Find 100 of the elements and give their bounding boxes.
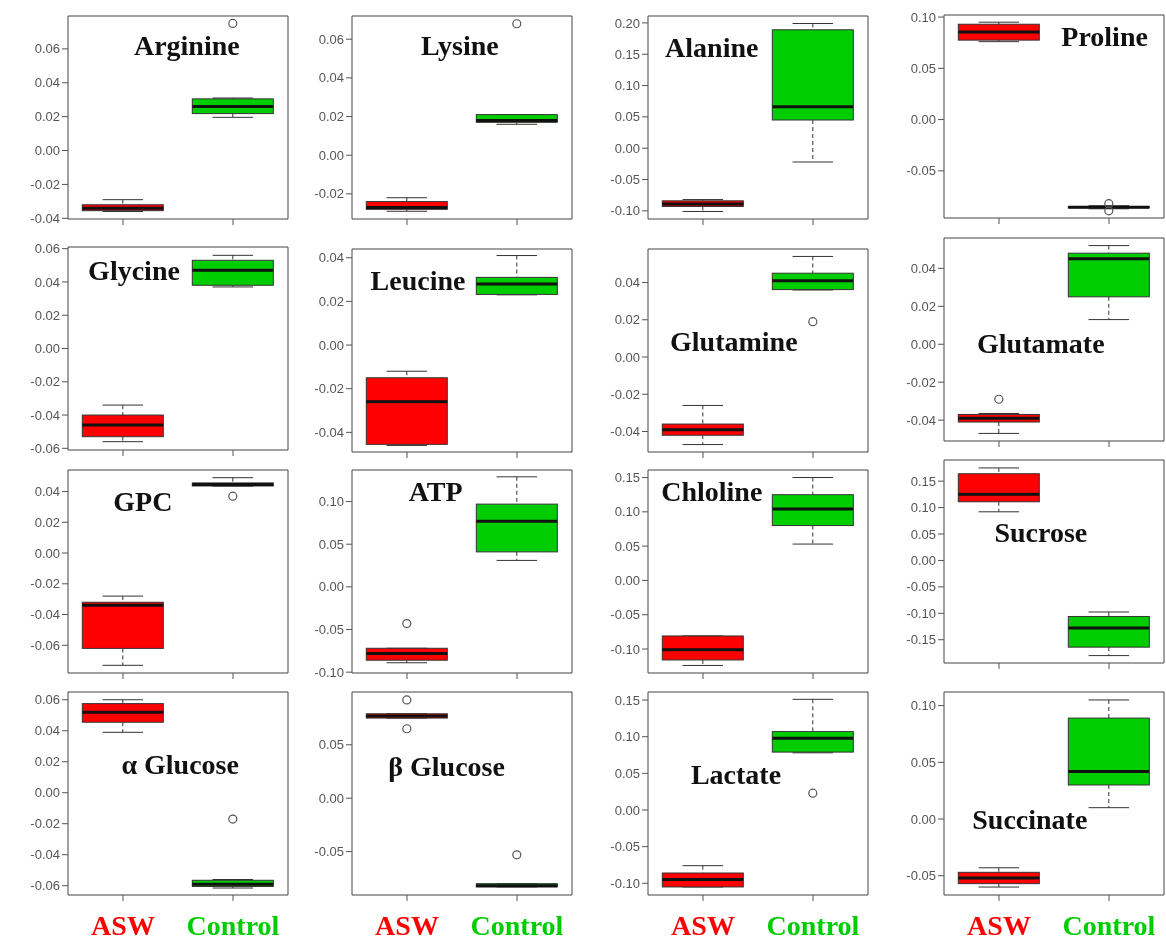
y-tick-label: 0.00 xyxy=(614,349,640,365)
y-tick-label: 0.15 xyxy=(910,473,936,489)
y-tick-label: 0.04 xyxy=(318,70,344,86)
y-tick-label: 0.00 xyxy=(910,811,936,827)
text: Arginine xyxy=(133,30,240,62)
y-tick-label: -0.05 xyxy=(314,844,344,860)
y-tick-label: 0.00 xyxy=(910,553,936,569)
y-tick-label: 0.02 xyxy=(318,109,344,125)
y-tick-label: 0.10 xyxy=(614,729,640,745)
y-tick-label: 0.02 xyxy=(910,298,936,314)
text: Sucrose xyxy=(994,517,1088,549)
y-tick-label: -0.04 xyxy=(314,424,344,440)
y-tick-label: -0.05 xyxy=(906,579,936,595)
text: Lysine xyxy=(420,30,499,62)
y-tick-label: 0.05 xyxy=(318,737,344,753)
x-tick-label: ASW xyxy=(671,910,735,941)
y-tick-label: 0.00 xyxy=(614,140,640,156)
y-tick-label: 0.00 xyxy=(910,336,936,352)
y-tick-label: 0.06 xyxy=(34,41,60,57)
text: Leucine xyxy=(370,265,466,297)
y-tick-label: 0.00 xyxy=(34,545,60,561)
y-tick-label: -0.05 xyxy=(610,839,640,855)
text: Alanine xyxy=(665,32,759,64)
y-tick-label: -0.10 xyxy=(314,664,344,680)
chart-title: Chloline xyxy=(661,476,763,508)
y-tick-label: -0.06 xyxy=(30,440,60,456)
y-tick-label: 0.10 xyxy=(614,78,640,94)
y-tick-label: 0.15 xyxy=(614,46,640,62)
y-tick-label: 0.00 xyxy=(614,573,640,589)
y-tick-label: 0.06 xyxy=(318,31,344,47)
y-tick-label: 0.05 xyxy=(614,538,640,554)
y-tick-label: 0.20 xyxy=(614,15,640,31)
y-tick-label: -0.02 xyxy=(30,177,60,193)
y-tick-label: 0.02 xyxy=(34,109,60,125)
y-tick-label: 0.02 xyxy=(34,307,60,323)
y-tick-label: -0.04 xyxy=(30,407,60,423)
y-tick-label: -0.02 xyxy=(906,374,936,390)
y-tick-label: 0.10 xyxy=(614,504,640,520)
y-tick-label: 0.10 xyxy=(318,494,344,510)
y-tick-label: -0.10 xyxy=(610,203,640,219)
y-tick-label: 0.05 xyxy=(910,60,936,76)
y-tick-label: 0.05 xyxy=(910,526,936,542)
y-tick-label: -0.05 xyxy=(314,622,344,638)
y-tick-label: 0.00 xyxy=(318,790,344,806)
y-tick-label: -0.02 xyxy=(30,816,60,832)
y-tick-label: -0.05 xyxy=(610,607,640,623)
x-tick-label: ASW xyxy=(91,910,155,941)
y-tick-label: 0.00 xyxy=(910,112,936,128)
y-tick-label: -0.02 xyxy=(30,576,60,592)
x-tick-label: Control xyxy=(186,910,280,941)
y-tick-label: 0.04 xyxy=(910,260,936,276)
y-tick-label: 0.04 xyxy=(34,484,60,500)
text: β Glucose xyxy=(388,751,505,783)
y-tick-label: -0.02 xyxy=(30,374,60,390)
y-tick-label: -0.05 xyxy=(610,172,640,188)
x-tick-label: Control xyxy=(766,910,860,941)
y-tick-label: 0.06 xyxy=(34,241,60,257)
y-tick-label: 0.05 xyxy=(614,109,640,125)
x-tick-label: ASW xyxy=(375,910,439,941)
y-tick-label: 0.05 xyxy=(318,536,344,552)
y-tick-label: 0.04 xyxy=(34,723,60,739)
y-tick-label: 0.04 xyxy=(318,250,344,266)
chart-title: Proline xyxy=(1061,21,1148,53)
y-tick-label: 0.05 xyxy=(910,754,936,770)
y-tick-label: -0.15 xyxy=(906,632,936,648)
y-tick-label: -0.05 xyxy=(906,868,936,884)
x-tick-label: Control xyxy=(1062,910,1156,941)
y-tick-label: -0.05 xyxy=(906,163,936,179)
y-tick-label: -0.10 xyxy=(610,875,640,891)
y-tick-label: 0.00 xyxy=(614,802,640,818)
y-tick-label: 0.02 xyxy=(614,312,640,328)
y-tick-label: 0.02 xyxy=(318,294,344,309)
y-tick-label: 0.10 xyxy=(910,9,936,25)
y-tick-label: 0.04 xyxy=(34,75,60,91)
text: α Glucose xyxy=(121,749,239,781)
y-tick-label: 0.00 xyxy=(34,785,60,801)
y-tick-label: 0.02 xyxy=(34,754,60,770)
y-tick-label: 0.04 xyxy=(34,274,60,290)
y-tick-label: -0.10 xyxy=(906,605,936,621)
y-tick-label: -0.04 xyxy=(30,847,60,863)
y-tick-label: -0.04 xyxy=(30,607,60,623)
y-tick-label: -0.06 xyxy=(30,878,60,894)
chart-title: ATP xyxy=(408,476,463,508)
y-tick-label: -0.10 xyxy=(610,641,640,657)
y-tick-label: -0.02 xyxy=(610,386,640,402)
y-tick-label: 0.02 xyxy=(34,514,60,530)
chart-title: Glycine xyxy=(88,255,180,287)
y-tick-label: 0.00 xyxy=(34,341,60,357)
y-tick-label: -0.04 xyxy=(610,424,640,440)
text: Glutamate xyxy=(977,327,1105,359)
x-tick-label: Control xyxy=(470,910,564,941)
y-tick-label: 0.00 xyxy=(34,143,60,159)
text: Glutamine xyxy=(670,326,798,358)
y-tick-label: 0.05 xyxy=(614,765,640,781)
text: GPC xyxy=(113,486,173,518)
y-tick-label: -0.06 xyxy=(30,637,60,653)
y-tick-label: 0.00 xyxy=(318,147,344,163)
text: Succinate xyxy=(972,803,1088,835)
y-tick-label: -0.04 xyxy=(906,412,936,428)
y-tick-label: 0.10 xyxy=(910,500,936,516)
